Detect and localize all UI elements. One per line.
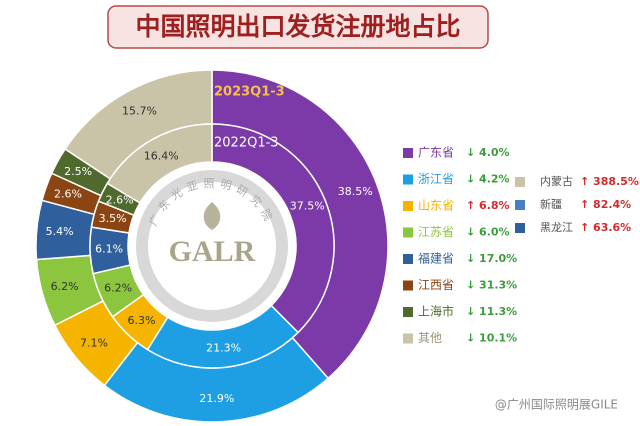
legend-swatch xyxy=(403,227,413,238)
slice-label: 15.7% xyxy=(122,104,157,117)
legend-label: 新疆 xyxy=(540,197,562,211)
slice-label: 6.3% xyxy=(127,314,155,327)
legend-label: 广东省 xyxy=(418,146,454,160)
change-label: ↓ 4.2% xyxy=(466,173,510,186)
slice-label: 2.6% xyxy=(54,187,82,200)
legend-label: 江苏省 xyxy=(418,225,454,239)
legend-label: 浙江省 xyxy=(418,172,454,186)
change-label: ↑ 6.8% xyxy=(466,199,510,212)
legend-swatch xyxy=(403,201,413,211)
title-box xyxy=(107,5,489,49)
legend-label: 内蒙古 xyxy=(540,174,573,188)
logo-leaf xyxy=(203,202,221,230)
legend-swatch xyxy=(403,333,413,344)
legend-label: 上海市 xyxy=(418,304,454,319)
change-label: ↑ 388.5% xyxy=(580,175,639,188)
legend-label: 其他 xyxy=(418,331,442,345)
slice-label: 2.6% xyxy=(106,193,134,206)
chart-title: 中国照明出口发货注册地占比 xyxy=(135,12,460,41)
slice-label: 6.2% xyxy=(51,280,79,293)
legend-swatch xyxy=(403,307,413,317)
change-label: ↓ 31.3% xyxy=(466,279,517,292)
legend-swatch xyxy=(515,200,525,210)
slice-label: 3.5% xyxy=(99,212,127,225)
legend-swatch xyxy=(515,223,525,233)
legend-label: 江西省 xyxy=(418,278,454,292)
legend-label: 黑龙江 xyxy=(540,221,573,234)
change-label: ↓ 4.0% xyxy=(466,146,510,159)
legend-label: 福建省 xyxy=(418,251,454,266)
slice-label: 16.4% xyxy=(144,149,179,162)
slice-label: 5.4% xyxy=(46,225,74,238)
change-label: ↓ 17.0% xyxy=(466,252,517,265)
change-label: ↓ 10.1% xyxy=(466,332,517,345)
slice-label: 21.9% xyxy=(199,392,234,405)
legend-swatch xyxy=(403,254,413,264)
watermark: @广州国际照明展GILE xyxy=(495,398,618,412)
donut-slice xyxy=(211,123,335,334)
change-label: ↑ 82.4% xyxy=(580,198,631,211)
donut-slice xyxy=(106,123,213,204)
slice-label: 7.1% xyxy=(80,336,108,349)
slice-label: 37.5% xyxy=(290,200,325,213)
logo-text: GALR xyxy=(169,235,256,268)
series-name: 2022Q1-3 xyxy=(214,136,279,151)
change-label: ↓ 11.3% xyxy=(466,305,517,318)
legend-swatch xyxy=(403,280,413,291)
legend-swatch xyxy=(403,148,413,158)
slice-label: 6.1% xyxy=(95,243,123,256)
logo-ring xyxy=(136,170,288,322)
legend-swatch xyxy=(515,177,525,187)
legend-label: 山东省 xyxy=(418,199,454,213)
slice-label: 6.2% xyxy=(104,281,132,294)
slice-label: 21.3% xyxy=(206,341,241,354)
series-name: 2023Q1-3 xyxy=(214,85,285,100)
change-label: ↓ 6.0% xyxy=(466,226,510,239)
legend-swatch xyxy=(403,174,413,185)
slice-label: 38.5% xyxy=(338,185,373,198)
slice-label: 2.5% xyxy=(64,165,92,178)
change-label: ↑ 63.6% xyxy=(580,221,631,234)
